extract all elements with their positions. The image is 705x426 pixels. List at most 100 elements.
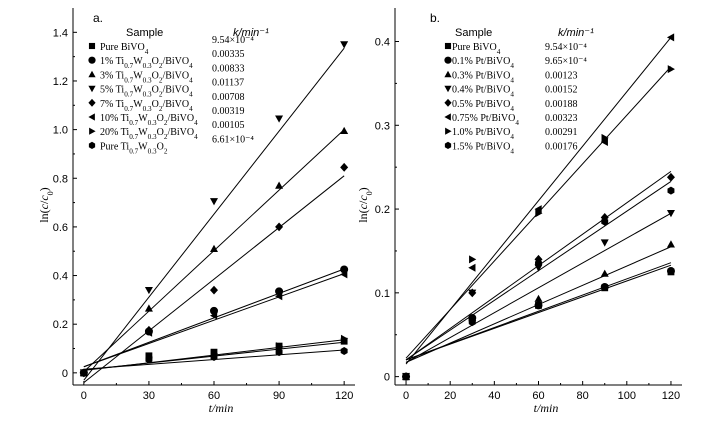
x-tick-label: 60	[532, 390, 544, 402]
data-point-triangle-up	[210, 244, 218, 252]
data-point-square	[340, 337, 348, 345]
data-point-triangle-left	[666, 33, 675, 42]
y-tick-label: 1.0	[53, 125, 68, 137]
y-tick-label: 0.2	[375, 204, 390, 216]
legend-label: Pure BiVO4	[100, 42, 149, 56]
fit-line-triangle-down	[83, 47, 345, 381]
data-point-triangle-left	[210, 311, 218, 320]
data-point-triangle-up	[340, 126, 349, 135]
legend-label: 0.4% Pt/BiVO4	[452, 85, 514, 99]
fit-line-triangle-down	[405, 212, 672, 363]
panel-b-legend-k-header: k/min⁻¹	[558, 27, 594, 39]
data-point-triangle-down	[666, 210, 675, 218]
y-tick-label: 0	[62, 368, 68, 380]
legend-label: 0.1% Pt/BiVO4	[452, 56, 514, 70]
legend-k-value: 0.00323	[545, 113, 578, 124]
y-tick-label: 1.2	[53, 76, 68, 88]
panel-a-legend-title: Sample	[126, 27, 163, 39]
panel-a: a. 0 0.2 0.4 0.6 0.8 1.0 1.2 1.4 0 30 60 90 120 ln(…	[37, 8, 355, 415]
legend-marker-hexagon	[88, 141, 96, 149]
data-point-triangle-down	[144, 286, 153, 295]
data-point-diamond	[275, 222, 284, 232]
legend-item: 0.1% Pt/BiVO4 9.65×10⁻⁴	[444, 56, 587, 70]
data-point-triangle-left	[534, 205, 542, 214]
panel-b-data-points	[402, 33, 675, 382]
legend-k-value: 9.65×10⁻⁴	[545, 56, 587, 67]
data-point-circle	[666, 267, 675, 276]
legend-marker-triangle-up	[444, 70, 452, 78]
legend-item: Pure BiVO4 9.54×10⁻⁴	[444, 42, 587, 56]
x-tick-label: 100	[618, 390, 636, 402]
panel-a-label: a.	[93, 11, 103, 25]
data-point-triangle-down	[340, 41, 349, 49]
legend-label: 7% Ti0.7W0.3O2/BiVO4	[100, 99, 193, 113]
legend-marker-circle	[444, 56, 452, 64]
data-point-hexagon	[535, 259, 542, 268]
fit-line-triangle-left	[83, 273, 345, 368]
y-tick-label: 0.3	[375, 120, 390, 132]
data-point-hexagon	[468, 318, 476, 327]
legend-item: Pure BiVO4 9.54×10⁻⁴	[88, 35, 254, 56]
data-point-hexagon	[145, 355, 153, 364]
legend-k-value: 0.00335	[212, 49, 245, 60]
legend-item: 3% Ti0.7W0.3O2/BiVO4 0.00833	[88, 63, 245, 84]
data-point-triangle-down	[210, 198, 218, 206]
data-point-triangle-left	[600, 138, 608, 147]
legend-marker-triangle-left	[88, 113, 95, 121]
panel-a-data-points	[79, 41, 349, 378]
panel-a-fit-lines	[83, 47, 345, 383]
data-point-circle	[600, 282, 609, 291]
panel-a-y-axis-label: ln(c/c0)	[37, 187, 55, 222]
data-point-triangle-right	[667, 65, 675, 74]
legend-marker-triangle-left	[444, 113, 451, 121]
legend-marker-circle	[88, 56, 96, 64]
panel-b-legend-rows: Pure BiVO4 9.54×10⁻⁴ 0.1% Pt/BiVO4 9.65×10⁻…	[444, 42, 587, 155]
data-point-circle	[534, 301, 543, 310]
legend-label: 0.3% Pt/BiVO4	[452, 70, 514, 84]
data-point-diamond	[600, 213, 609, 222]
data-point-triangle-up	[600, 269, 609, 277]
legend-k-value: 0.00176	[545, 141, 578, 152]
legend-marker-triangle-down	[88, 85, 96, 93]
legend-k-value: 0.00319	[212, 106, 245, 117]
panel-b-x-ticks: 0 20 40 60 80 100 120	[403, 381, 680, 402]
y-tick-label: 0.8	[53, 173, 68, 185]
panel-a-y-ticks: 0 0.2 0.4 0.6 0.8 1.0 1.2 1.4	[53, 27, 77, 380]
legend-item: 0.75% Pt/BiVO4 0.00323	[444, 113, 578, 127]
x-tick-label: 120	[335, 390, 353, 402]
x-tick-label: 60	[208, 390, 220, 402]
data-point-hexagon	[667, 186, 675, 195]
legend-label: 1.0% Pt/BiVO4	[452, 127, 514, 141]
legend-marker-diamond	[444, 98, 452, 107]
legend-item: 20% Ti0.7W0.3O2/BiVO4 0.00105	[89, 120, 245, 141]
legend-item: 1% Ti0.7W0.3O2/BiVO4 0.00335	[88, 49, 245, 70]
y-tick-label: 0.4	[53, 271, 68, 283]
x-tick-label: 0	[403, 390, 409, 402]
legend-marker-triangle-right	[89, 127, 96, 135]
legend-marker-square	[88, 42, 96, 50]
data-point-triangle-up	[666, 240, 675, 248]
legend-item: 1.5% Pt/BiVO4 0.00176	[444, 141, 578, 155]
data-point-hexagon	[340, 346, 348, 355]
y-tick-label: 0.1	[375, 288, 390, 300]
y-tick-label: 0	[384, 372, 390, 384]
data-point-triangle-right	[340, 334, 349, 343]
legend-marker-triangle-up	[88, 70, 96, 78]
legend-label: 1.5% Pt/BiVO4	[452, 141, 514, 155]
legend-label: 10% Ti0.7W0.3O2/BiVO4	[100, 113, 198, 127]
legend-label: 3% Ti0.7W0.3O2/BiVO4	[100, 70, 193, 84]
legend-k-value: 0.00152	[545, 85, 578, 96]
legend-label: 1% Ti0.7W0.3O2/BiVO4	[100, 56, 193, 70]
data-point-triangle-right	[275, 342, 284, 351]
legend-k-value: 0.01137	[212, 78, 244, 89]
legend-k-value: 6.61×10⁻⁴	[212, 134, 254, 145]
legend-marker-triangle-down	[444, 85, 452, 93]
data-point-hexagon	[601, 217, 609, 226]
panel-b-legend-title: Sample	[455, 27, 492, 39]
legend-k-value: 0.00105	[212, 120, 245, 131]
panel-b-legend: Sample k/min⁻¹ Pure BiVO4 9.54×10⁻⁴ 0.1% P…	[444, 27, 594, 155]
legend-item: 5% Ti0.7W0.3O2/BiVO4 0.01137	[88, 78, 244, 99]
data-point-triangle-right	[535, 209, 543, 218]
data-point-triangle-up	[144, 304, 153, 312]
